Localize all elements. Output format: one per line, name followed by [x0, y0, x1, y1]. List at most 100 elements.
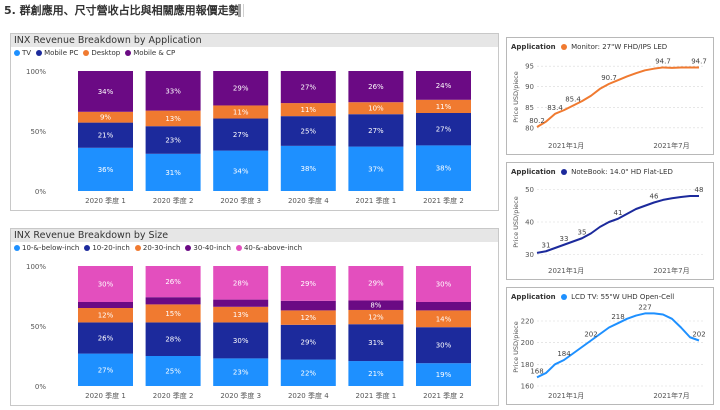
app-bar-segment-mobile-pc[interactable]	[213, 118, 269, 151]
app-bar-segment-tv[interactable]	[280, 145, 336, 191]
app-bar-segment-tv[interactable]	[145, 153, 201, 191]
app-legend-tv[interactable]: TV	[14, 49, 31, 57]
size-legend-label: 20-30-inch	[142, 244, 181, 252]
monitor-line-chart: 80 85 90 95 Price USD/piece 2021年1月 2021年7月 80.…	[512, 57, 707, 150]
lcdtv-series-line[interactable]	[536, 312, 700, 379]
size-bar-segment-40-above-inch[interactable]	[145, 266, 201, 298]
notebook-price-panel[interactable]: Application NoteBook: 14.0" HD Flat-LED …	[506, 162, 714, 280]
app-bar-segment-desktop[interactable]	[280, 103, 336, 117]
size-bar-segment-30-40-inch[interactable]	[145, 297, 201, 305]
size-bar-segment-20-30-inch[interactable]	[280, 310, 336, 325]
size-bar-segment-20-30-inch[interactable]	[78, 308, 133, 323]
size-bar-segment-40-above-inch[interactable]	[348, 266, 404, 301]
monitor-price-panel[interactable]: Application Monitor: 27"W FHD/IPS LED 80…	[506, 37, 714, 155]
size-x-tick-label: 2020 季度 3	[220, 391, 261, 400]
notebook-data-label: 31	[542, 241, 551, 249]
size-legend-10-20-inch[interactable]: 10-20-inch	[84, 244, 130, 252]
size-bar-segment-10-below-inch[interactable]	[145, 356, 201, 386]
size-data-label: 21%	[368, 370, 384, 378]
app-bar-segment-tv[interactable]	[348, 146, 404, 191]
app-bar-segment-tv[interactable]	[416, 145, 471, 191]
size-bar-segment-10-20-inch[interactable]	[348, 324, 404, 362]
size-bar-segment-10-20-inch[interactable]	[416, 327, 471, 364]
notebook-data-label: 35	[578, 228, 587, 236]
app-data-label: 13%	[165, 115, 181, 123]
app-bar-segment-tv[interactable]	[213, 150, 269, 191]
notebook-series-line[interactable]	[536, 195, 699, 254]
lcdtv-y-tick-label: 180	[521, 361, 534, 369]
size-bar-segment-40-above-inch[interactable]	[78, 266, 133, 302]
app-bar-segment-mobile-pc[interactable]	[348, 114, 404, 147]
size-bar-segment-10-20-inch[interactable]	[78, 322, 133, 354]
application-breakdown-panel[interactable]: INX Revenue Breakdown by Application TV M…	[10, 33, 499, 211]
notebook-x-tick-label: 2021年1月	[548, 266, 584, 275]
size-bar-segment-30-40-inch[interactable]	[213, 299, 269, 307]
size-bar-segment-10-below-inch[interactable]	[280, 359, 336, 386]
app-legend-mobile-cp[interactable]: Mobile & CP	[125, 49, 175, 57]
app-bar-segment-mobile-cp[interactable]	[280, 71, 336, 104]
app-x-tick-label: 2021 季度 2	[423, 196, 464, 205]
app-bar-segment-desktop[interactable]	[213, 105, 269, 119]
app-bar-segment-mobile-cp[interactable]	[348, 71, 404, 103]
notebook-y-tick-label: 30	[525, 251, 534, 259]
size-bar-segment-10-below-inch[interactable]	[348, 361, 404, 386]
notebook-legend-label: NoteBook: 14.0" HD Flat-LED	[571, 168, 673, 176]
size-data-label: 29%	[301, 339, 317, 347]
app-data-label: 36%	[98, 166, 114, 174]
app-bar-segment-desktop[interactable]	[145, 110, 201, 127]
app-bar-segment-mobile-pc[interactable]	[416, 113, 471, 146]
size-breakdown-panel[interactable]: INX Revenue Breakdown by Size 10-&-below…	[10, 228, 499, 406]
size-bar-segment-20-30-inch[interactable]	[213, 306, 269, 323]
app-bar-segment-desktop[interactable]	[416, 99, 471, 113]
app-legend-label: Mobile PC	[44, 49, 79, 57]
size-data-label: 29%	[368, 280, 384, 288]
size-bar-segment-20-30-inch[interactable]	[145, 304, 201, 323]
monitor-y-tick-label: 90	[525, 83, 534, 91]
size-data-label: 13%	[233, 311, 249, 319]
notebook-data-label: 48	[695, 186, 704, 194]
size-legend-40-above-inch[interactable]: 40-&-above-inch	[235, 244, 302, 252]
monitor-data-label: 94.7	[691, 57, 707, 65]
size-bar-segment-10-20-inch[interactable]	[213, 322, 269, 359]
lcdtv-legend-dot	[560, 293, 567, 300]
size-bar-segment-40-above-inch[interactable]	[416, 266, 471, 302]
size-bar-segment-10-below-inch[interactable]	[78, 353, 133, 386]
size-bar-segment-20-30-inch[interactable]	[416, 310, 471, 328]
monitor-series-line[interactable]	[536, 66, 699, 128]
size-bar-segment-30-40-inch[interactable]	[78, 302, 133, 308]
app-bar-segment-mobile-cp[interactable]	[145, 71, 201, 111]
app-bar-segment-mobile-cp[interactable]	[416, 71, 471, 100]
app-bar-segment-mobile-cp[interactable]	[213, 71, 269, 106]
size-bar-segment-40-above-inch[interactable]	[280, 266, 336, 301]
app-bar-segment-mobile-pc[interactable]	[280, 116, 336, 146]
app-bar-segment-mobile-pc[interactable]	[78, 122, 133, 148]
size-legend-10-below-inch[interactable]: 10-&-below-inch	[14, 244, 79, 252]
size-legend-30-40-inch[interactable]: 30-40-inch	[185, 244, 231, 252]
size-bar-segment-10-below-inch[interactable]	[416, 363, 471, 386]
size-bar-segment-30-40-inch[interactable]	[416, 302, 471, 311]
size-bar-segment-10-20-inch[interactable]	[145, 322, 201, 356]
size-legend-20-30-inch[interactable]: 20-30-inch	[134, 244, 181, 252]
size-y-tick-label: 0%	[35, 383, 46, 391]
size-data-label: 14%	[436, 315, 452, 323]
size-bar-segment-40-above-inch[interactable]	[213, 266, 269, 300]
app-bar-segment-desktop[interactable]	[78, 111, 133, 123]
monitor-x-tick-label: 2021年1月	[548, 141, 584, 150]
size-bar-segment-30-40-inch[interactable]	[348, 300, 404, 310]
app-data-label: 25%	[301, 128, 317, 136]
app-bar-segment-mobile-pc[interactable]	[145, 126, 201, 154]
size-bar-segment-30-40-inch[interactable]	[280, 300, 336, 311]
app-bar-segment-mobile-cp[interactable]	[78, 71, 133, 112]
app-x-tick-label: 2020 季度 4	[288, 196, 329, 205]
app-bar-segment-desktop[interactable]	[348, 102, 404, 115]
app-bar-segment-tv[interactable]	[78, 147, 133, 191]
size-x-tick-label: 2020 季度 1	[85, 391, 126, 400]
app-legend-mobile-pc[interactable]: Mobile PC	[36, 49, 78, 57]
size-bar-segment-10-20-inch[interactable]	[280, 324, 336, 360]
size-bar-segment-10-below-inch[interactable]	[213, 358, 269, 386]
notebook-y-axis-label: Price USD/piece	[512, 196, 520, 248]
lcdtv-price-panel[interactable]: Application LCD TV: 55"W UHD Open-Cell 1…	[506, 287, 714, 405]
app-legend-desktop[interactable]: Desktop	[83, 49, 120, 57]
size-bar-segment-20-30-inch[interactable]	[348, 309, 404, 325]
